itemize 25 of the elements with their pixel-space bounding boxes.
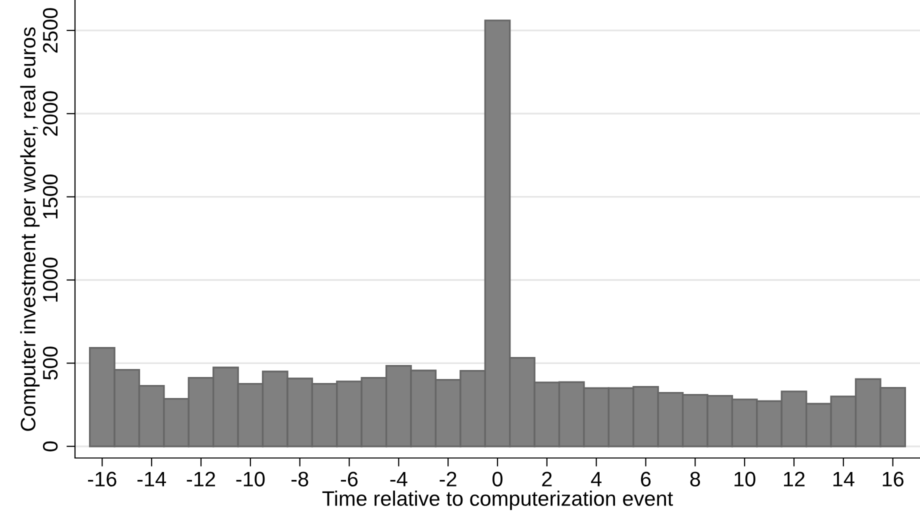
x-tick-label: 10 [734, 472, 756, 486]
x-tick-label: 2 [542, 472, 552, 486]
x-tick-label: 14 [833, 472, 854, 486]
y-tick-label: 1500 [42, 174, 58, 218]
y-tick-label: 2500 [42, 8, 58, 53]
y-tick-label: 1000 [42, 258, 58, 302]
y-tick-label: 0 [42, 441, 58, 452]
y-tick-label: 2000 [42, 91, 58, 136]
x-tick-label: -8 [292, 472, 308, 486]
x-tick-label: -10 [236, 472, 265, 486]
x-tick-label: 4 [591, 472, 602, 486]
y-axis-title: Computer investment per worker, real euros [20, 27, 40, 431]
x-tick-label: -2 [440, 472, 456, 486]
x-tick-label: 0 [492, 472, 502, 486]
x-tick-label: 16 [882, 472, 904, 486]
x-tick-label: -6 [340, 472, 358, 486]
x-tick-label: -4 [390, 472, 408, 486]
y-tick-label: 500 [42, 346, 58, 380]
x-tick-label: -12 [186, 472, 216, 486]
x-tick-label: 12 [784, 472, 805, 486]
x-tick-label: 6 [641, 472, 651, 486]
x-tick-label: -14 [137, 472, 166, 486]
x-axis-title: Time relative to computerization event [322, 490, 673, 510]
x-tick-label: -16 [88, 472, 116, 486]
x-tick-label: 8 [690, 472, 700, 486]
